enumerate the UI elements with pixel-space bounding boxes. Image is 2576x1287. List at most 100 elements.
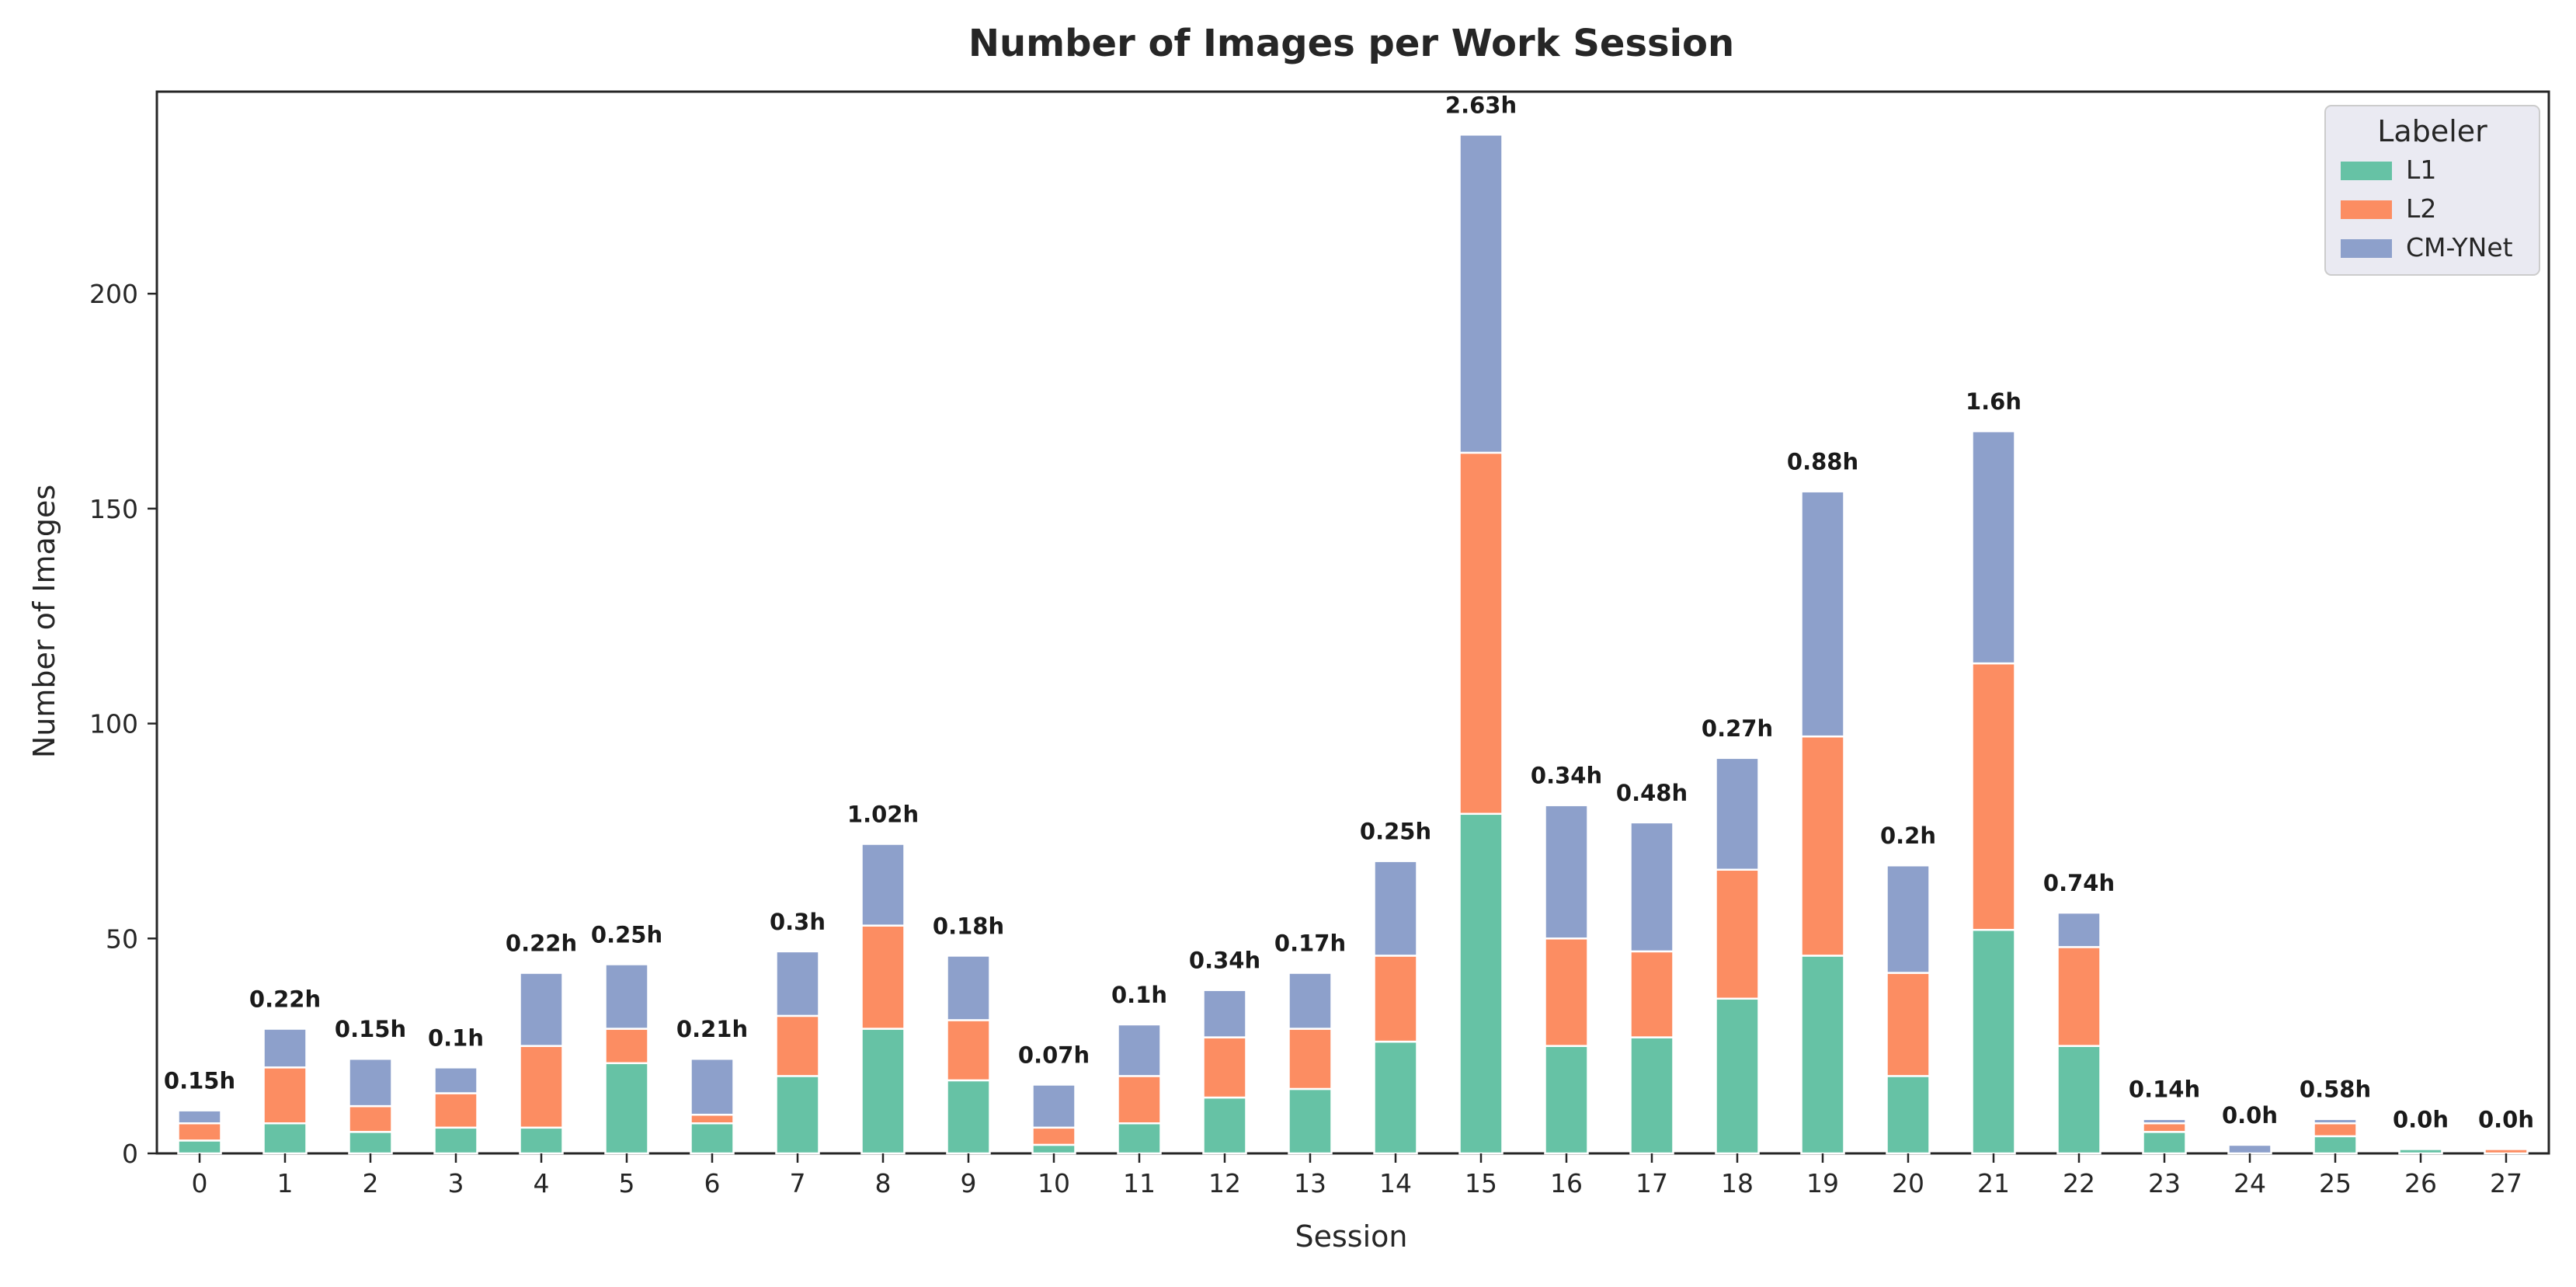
- bar-segment-cm-ynet-session-20: [1886, 864, 1931, 974]
- bar-annotation: 0.0h: [2478, 1106, 2534, 1132]
- x-tick-label: 23: [2148, 1168, 2181, 1198]
- bar-segment-cm-ynet-session-22: [2056, 911, 2101, 948]
- bar-annotation: 0.17h: [1274, 930, 1346, 957]
- bar-segment-l2-session-16: [1544, 937, 1589, 1047]
- x-tick-label: 1: [277, 1168, 294, 1198]
- bar-segment-l1-session-15: [1458, 812, 1504, 1155]
- x-tick-label: 27: [2490, 1168, 2522, 1198]
- bar-annotation: 0.07h: [1018, 1042, 1090, 1068]
- y-tick-label: 0: [122, 1139, 138, 1169]
- legend-label-l2: L2: [2406, 193, 2436, 224]
- y-tick-label: 150: [89, 494, 138, 524]
- legend-swatch-cm-ynet: [2341, 239, 2392, 258]
- bar-segment-l2-session-1: [262, 1066, 308, 1125]
- x-tick-label: 7: [790, 1168, 806, 1198]
- bar-annotation: 0.1h: [1111, 982, 1167, 1008]
- bar-annotation: 0.15h: [164, 1068, 235, 1094]
- bar-segment-cm-ynet-session-19: [1800, 490, 1845, 738]
- bar-segment-cm-ynet-session-25: [2313, 1118, 2358, 1125]
- bar-segment-l1-session-19: [1800, 955, 1845, 1155]
- bar-segment-l1-session-9: [946, 1079, 991, 1155]
- legend-swatch-l2: [2341, 200, 2392, 219]
- bar-annotation: 0.48h: [1616, 780, 1688, 806]
- bar-segment-l1-session-21: [1971, 928, 2016, 1155]
- bar-segment-cm-ynet-session-15: [1458, 134, 1504, 454]
- bar-annotation: 0.21h: [676, 1016, 748, 1042]
- bar-annotation: 0.14h: [2129, 1077, 2200, 1103]
- bar-annotation: 0.58h: [2300, 1077, 2371, 1103]
- x-tick-label: 21: [1977, 1168, 2010, 1198]
- bar-segment-l1-session-0: [177, 1139, 222, 1155]
- bar-segment-cm-ynet-session-3: [433, 1066, 478, 1094]
- bar-segment-cm-ynet-session-24: [2227, 1143, 2272, 1155]
- bar-annotation: 0.18h: [933, 913, 1004, 939]
- bar-segment-l2-session-4: [519, 1045, 564, 1129]
- bar-annotation: 0.88h: [1787, 449, 1858, 475]
- bar-segment-cm-ynet-session-11: [1117, 1023, 1162, 1077]
- x-tick-label: 25: [2319, 1168, 2352, 1198]
- bar-segment-l2-session-18: [1715, 868, 1760, 1000]
- bar-segment-cm-ynet-session-23: [2142, 1118, 2187, 1125]
- bar-segment-l2-session-27: [2484, 1148, 2529, 1155]
- bar-segment-cm-ynet-session-18: [1715, 757, 1760, 871]
- legend-swatch-l1: [2341, 162, 2392, 180]
- y-tick-label: 200: [89, 279, 138, 309]
- x-tick-label: 12: [1208, 1168, 1241, 1198]
- bar-segment-l1-session-1: [262, 1122, 308, 1155]
- bar-segment-l1-session-20: [1886, 1075, 1931, 1155]
- bar-segment-cm-ynet-session-2: [348, 1057, 393, 1108]
- x-tick-label: 14: [1379, 1168, 1412, 1198]
- bar-segment-l1-session-7: [775, 1075, 820, 1155]
- bar-segment-cm-ynet-session-6: [690, 1057, 735, 1116]
- legend: Labeler L1 L2 CM-YNet: [2324, 105, 2540, 276]
- bar-segment-l1-session-8: [860, 1028, 906, 1155]
- bar-annotation: 0.34h: [1531, 763, 1602, 789]
- bar-segment-cm-ynet-session-10: [1031, 1084, 1076, 1129]
- y-tick-label: 50: [106, 924, 138, 954]
- bar-annotation: 1.6h: [1966, 388, 2022, 415]
- bar-annotation: 2.63h: [1445, 92, 1517, 118]
- bar-segment-l1-session-2: [348, 1131, 393, 1155]
- bar-segment-l1-session-13: [1288, 1087, 1333, 1155]
- bar-segment-cm-ynet-session-14: [1373, 860, 1418, 957]
- bar-segment-l2-session-2: [348, 1104, 393, 1133]
- x-tick-label: 19: [1806, 1168, 1839, 1198]
- bar-segment-l2-session-6: [690, 1113, 735, 1125]
- bar-segment-l2-session-13: [1288, 1028, 1333, 1090]
- bar-segment-cm-ynet-session-21: [1971, 430, 2016, 665]
- bar-segment-l1-session-12: [1202, 1096, 1247, 1155]
- bar-segment-l1-session-23: [2142, 1131, 2187, 1155]
- bar-segment-l1-session-4: [519, 1126, 564, 1155]
- bar-segment-l1-session-10: [1031, 1143, 1076, 1155]
- bar-annotation: 0.34h: [1189, 948, 1260, 974]
- bar-annotation: 0.22h: [506, 930, 577, 957]
- bar-segment-l1-session-5: [604, 1062, 649, 1155]
- bar-segment-cm-ynet-session-1: [262, 1028, 308, 1069]
- bar-segment-l2-session-19: [1800, 735, 1845, 957]
- bar-segment-l2-session-20: [1886, 972, 1931, 1077]
- bar-segment-cm-ynet-session-0: [177, 1109, 222, 1125]
- bar-segment-cm-ynet-session-4: [519, 972, 564, 1047]
- bar-segment-l1-session-26: [2398, 1148, 2443, 1155]
- bar-segment-cm-ynet-session-9: [946, 955, 991, 1021]
- bar-segment-cm-ynet-session-7: [775, 950, 820, 1017]
- bar-segment-l2-session-14: [1373, 955, 1418, 1043]
- x-tick-label: 6: [704, 1168, 721, 1198]
- x-tick-label: 5: [619, 1168, 635, 1198]
- x-tick-label: 17: [1636, 1168, 1668, 1198]
- bar-segment-l2-session-25: [2313, 1122, 2358, 1138]
- bar-segment-l2-session-22: [2056, 946, 2101, 1047]
- plot-frame: [155, 90, 2550, 1155]
- bar-annotation: 0.74h: [2043, 870, 2115, 896]
- bar-segment-l1-session-6: [690, 1122, 735, 1155]
- bar-segment-l1-session-14: [1373, 1040, 1418, 1155]
- bar-annotation: 0.25h: [1360, 819, 1431, 845]
- x-tick-label: 9: [961, 1168, 977, 1198]
- bar-segment-cm-ynet-session-5: [604, 963, 649, 1030]
- bar-segment-cm-ynet-session-17: [1629, 821, 1674, 953]
- bar-segment-l2-session-3: [433, 1092, 478, 1129]
- legend-label-cm-ynet: CM-YNet: [2406, 232, 2513, 263]
- x-tick-label: 18: [1721, 1168, 1754, 1198]
